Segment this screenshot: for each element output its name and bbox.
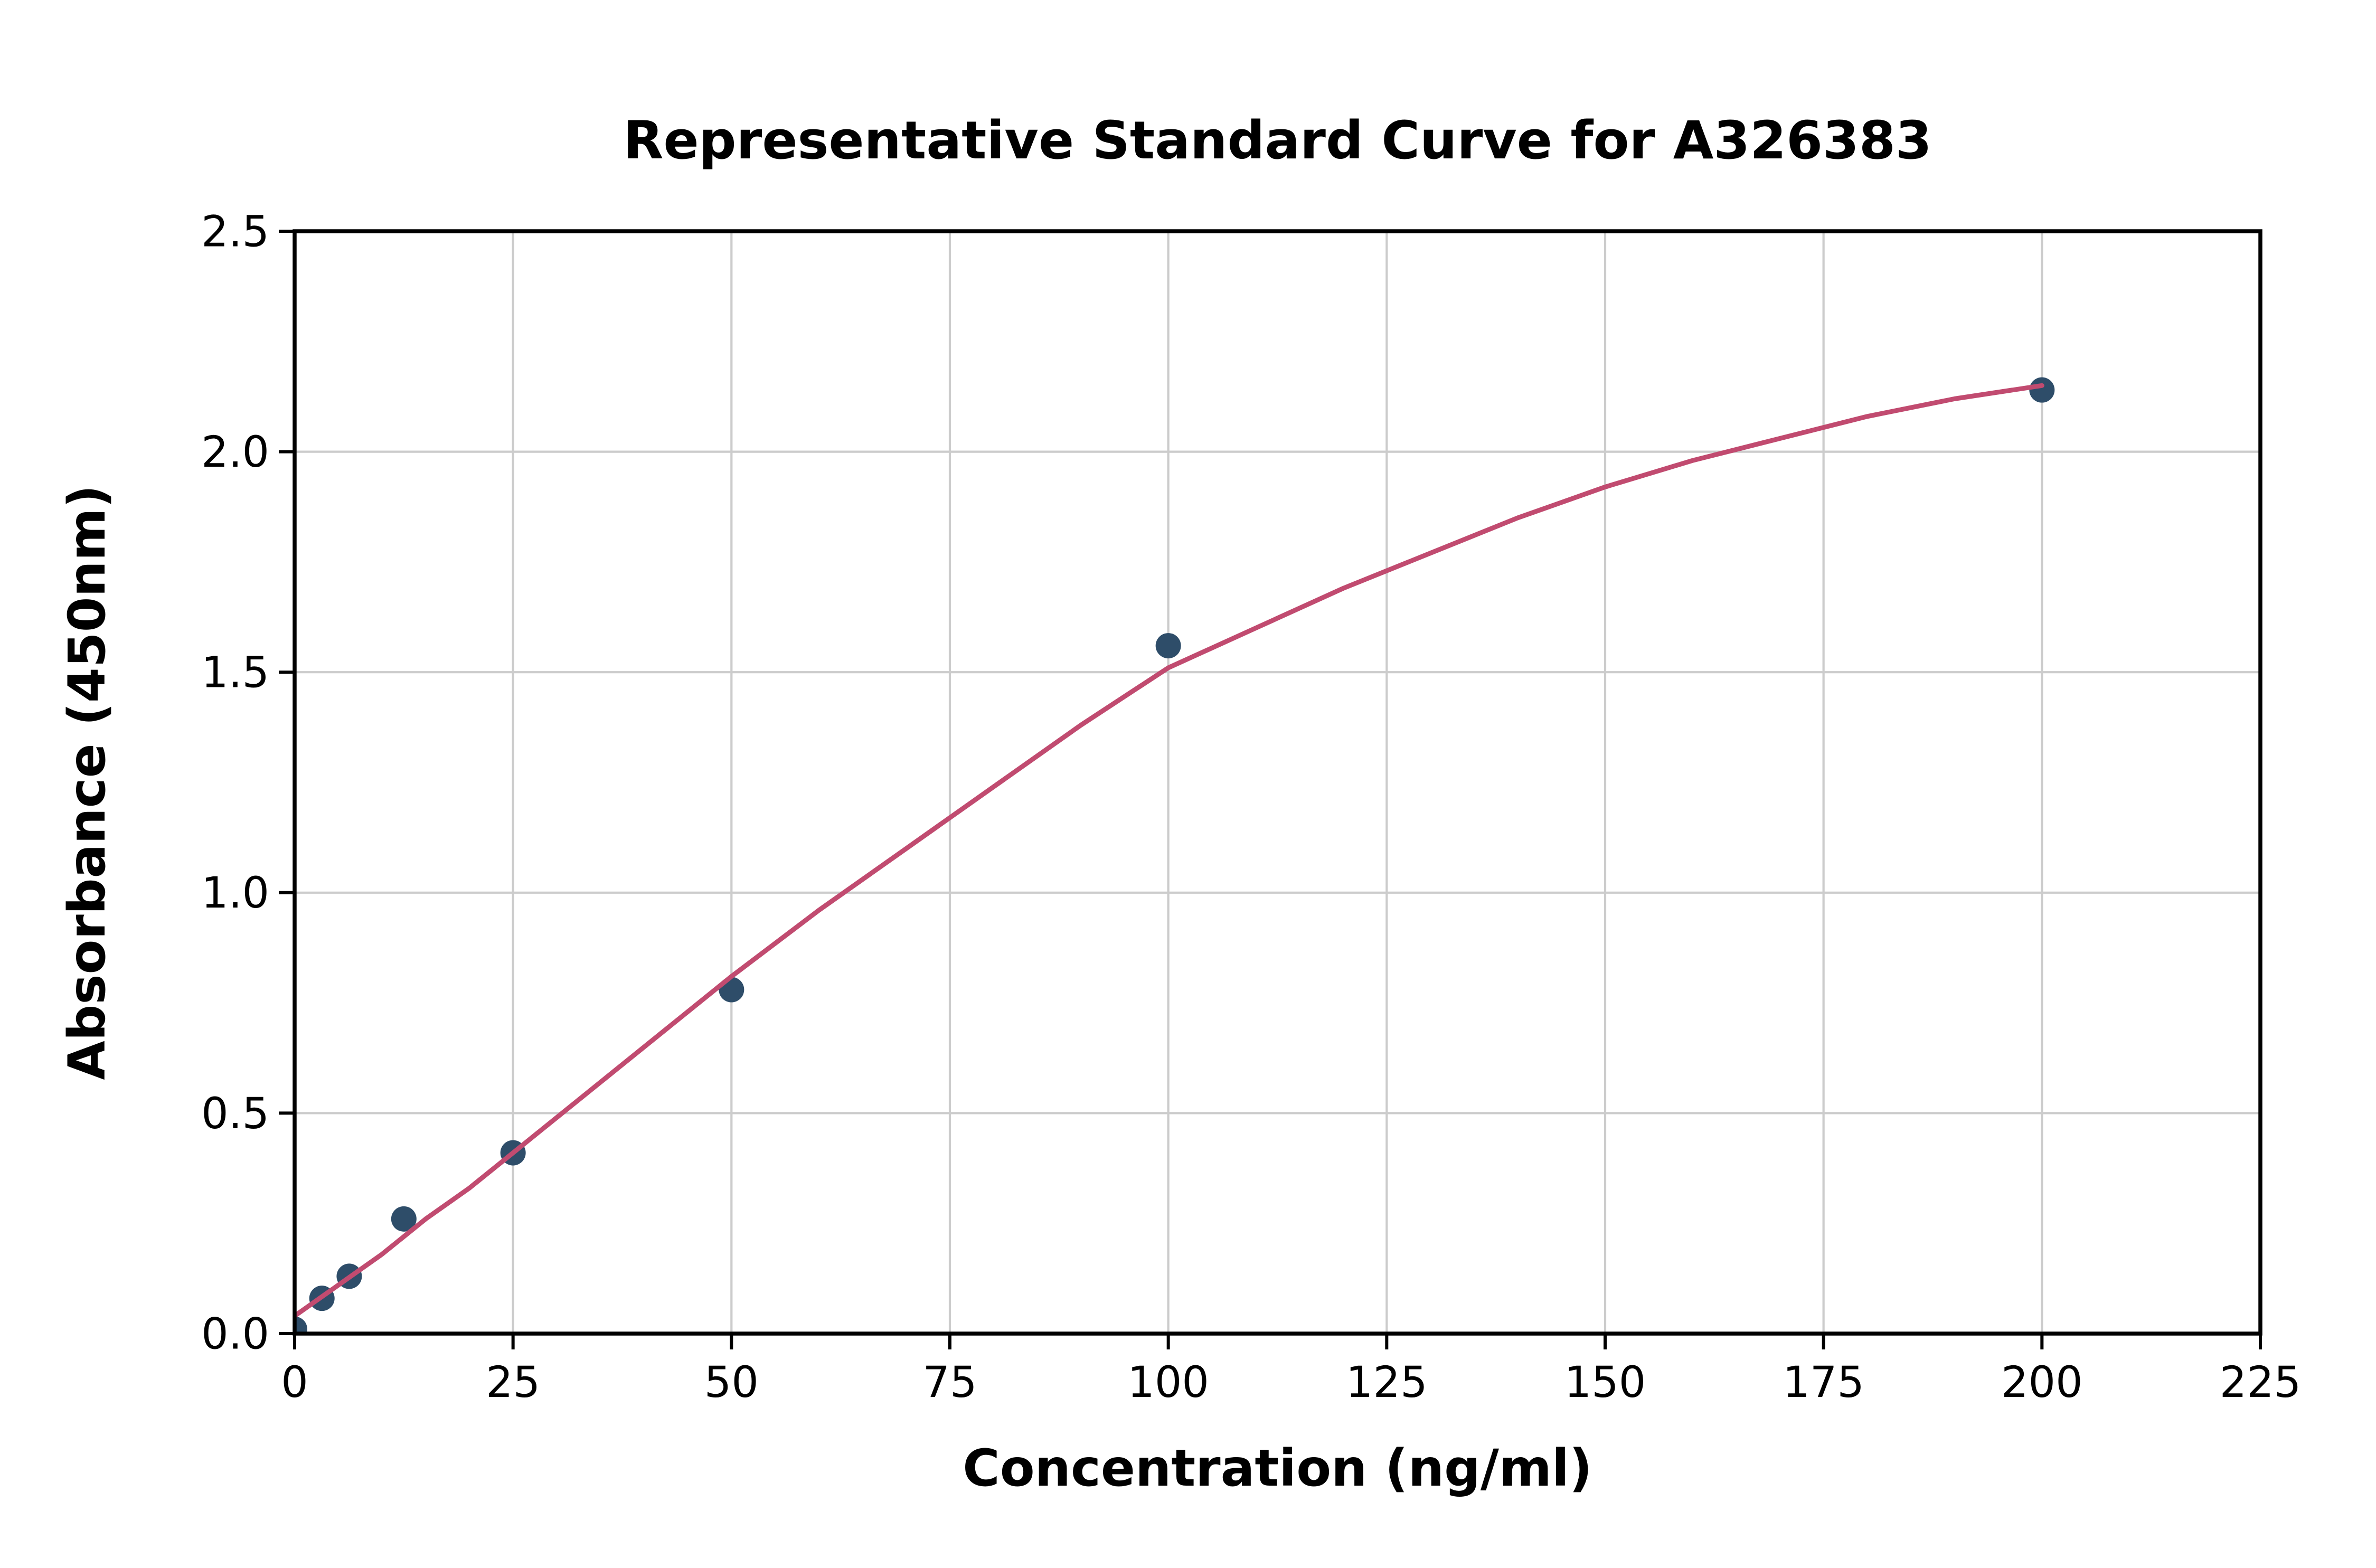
x-tick-label: 0	[281, 1358, 308, 1408]
x-tick-label: 175	[1783, 1358, 1864, 1408]
fit-curve	[294, 383, 2044, 1319]
x-tick-label: 225	[2220, 1358, 2302, 1408]
chart-title: Representative Standard Curve for A32638…	[623, 110, 1931, 171]
y-axis-label: Absorbance (450nm)	[58, 485, 117, 1080]
ticks	[279, 230, 2262, 1349]
x-tick-label: 125	[1346, 1358, 1428, 1408]
x-axis-label: Concentration (ng/ml)	[963, 1439, 1592, 1498]
data-point	[391, 1206, 417, 1232]
x-tick-label: 200	[2001, 1358, 2083, 1408]
y-tick-label: 2.5	[201, 207, 269, 257]
data-point	[1155, 633, 1181, 659]
tick-labels: 0 25 50 75 100 125 150 175 200 225 0.0 0.5 1.0 1.5 2.0…	[201, 207, 2301, 1408]
data-point	[294, 1316, 307, 1335]
data-point	[2029, 377, 2055, 403]
x-tick-label: 100	[1127, 1358, 1209, 1408]
y-tick-label: 0.5	[201, 1089, 269, 1139]
plot-frame	[293, 229, 2262, 1336]
x-tick-label: 75	[922, 1358, 977, 1408]
plot-data	[294, 377, 2055, 1335]
y-tick-label: 1.0	[201, 868, 269, 918]
y-tick-label: 0.0	[201, 1309, 269, 1359]
y-tick-label: 1.5	[201, 648, 269, 698]
x-tick-label: 25	[486, 1358, 540, 1408]
x-tick-label: 50	[704, 1358, 759, 1408]
y-tick-label: 2.0	[201, 428, 269, 477]
x-tick-label: 150	[1564, 1358, 1646, 1408]
